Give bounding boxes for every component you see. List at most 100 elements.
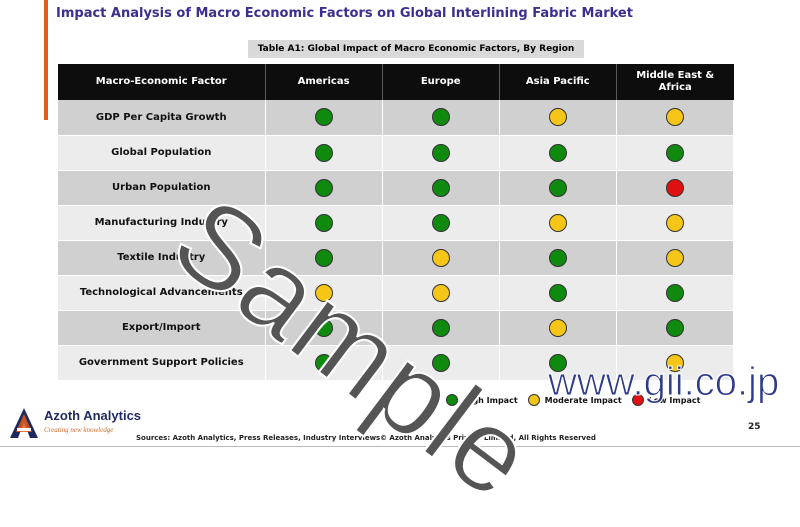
factor-cell: Technological Advancements (58, 275, 266, 311)
high-impact-dot-icon (548, 248, 567, 267)
table-row: Global Population (58, 135, 735, 171)
high-impact-dot-icon (314, 318, 333, 337)
factor-cell: GDP Per Capita Growth (58, 100, 266, 136)
high-impact-dot-icon (314, 213, 333, 232)
factor-cell: Export/Import (58, 310, 266, 346)
impact-cell (616, 205, 735, 241)
table-row: Government Support Policies (58, 345, 735, 381)
high-impact-dot-icon (314, 178, 333, 197)
impact-cell (499, 275, 617, 311)
impact-cell (265, 170, 383, 206)
impact-cell (382, 310, 500, 346)
impact-cell (265, 135, 383, 171)
impact-cell (616, 310, 735, 346)
impact-cell (499, 345, 617, 381)
column-header-mea: Middle East & Africa (616, 64, 734, 100)
moderate-impact-dot-icon (314, 283, 333, 302)
impact-cell (265, 310, 383, 346)
impact-cell (265, 205, 383, 241)
impact-cell (265, 240, 383, 276)
impact-cell (499, 135, 617, 171)
moderate-impact-dot-icon (527, 394, 540, 406)
impact-cell (382, 275, 500, 311)
factor-cell: Government Support Policies (58, 345, 266, 381)
high-impact-dot-icon (431, 318, 450, 337)
high-impact-dot-icon (431, 353, 450, 372)
moderate-impact-dot-icon (548, 318, 567, 337)
high-impact-dot-icon (548, 178, 567, 197)
table-row: Urban Population (58, 170, 735, 206)
table-caption: Table A1: Global Impact of Macro Economi… (248, 40, 584, 58)
footer-copyright: © Azoth Analytics Private Limited, All R… (380, 434, 596, 442)
impact-cell (616, 135, 735, 171)
low-impact-dot-icon (631, 394, 644, 406)
high-impact-dot-icon (665, 283, 684, 302)
impact-cell (616, 345, 735, 381)
table-row: Technological Advancements (58, 275, 735, 311)
impact-cell (616, 240, 735, 276)
impact-cell (265, 345, 383, 381)
logo-tagline: Creating new knowledge (44, 426, 114, 434)
high-impact-dot-icon (548, 143, 567, 162)
table-row: Textile Industry (58, 240, 735, 276)
moderate-impact-dot-icon (431, 248, 450, 267)
legend-item-moderate: Moderate Impact (527, 394, 622, 406)
accent-bar (44, 0, 48, 120)
column-header-factor: Macro-Economic Factor (58, 64, 266, 100)
high-impact-dot-icon (665, 318, 684, 337)
high-impact-dot-icon (446, 394, 458, 406)
factor-cell: Global Population (58, 135, 266, 171)
high-impact-dot-icon (548, 353, 567, 372)
page-number: 25 (748, 422, 761, 432)
impact-cell (499, 310, 617, 346)
high-impact-dot-icon (314, 143, 333, 162)
impact-cell (616, 100, 735, 136)
logo-name: Azoth Analytics (44, 408, 142, 423)
legend: High Impact Moderate Impact Low Impact (446, 393, 700, 407)
company-logo: Azoth Analytics Creating new knowledge (8, 404, 141, 442)
impact-cell (382, 100, 500, 136)
table-header-row: Macro-Economic Factor Americas Europe As… (58, 64, 734, 100)
table-row: GDP Per Capita Growth (58, 100, 735, 136)
column-header-americas: Americas (265, 64, 383, 100)
url-watermark: www.gii.co.jp (547, 360, 780, 405)
impact-cell (499, 100, 617, 136)
factor-cell: Urban Population (58, 170, 266, 206)
column-header-europe: Europe (382, 64, 500, 100)
footer-sources: Sources: Azoth Analytics, Press Releases… (136, 434, 381, 442)
table-row: Export/Import (58, 310, 735, 346)
impact-cell (499, 205, 617, 241)
factor-cell: Textile Industry (58, 240, 266, 276)
legend-item-high: High Impact (446, 394, 518, 406)
high-impact-dot-icon (314, 108, 333, 127)
impact-cell (382, 135, 500, 171)
legend-item-low: Low Impact (631, 394, 701, 406)
impact-cell (382, 205, 500, 241)
impact-cell (265, 275, 383, 311)
azoth-logo-icon (10, 408, 38, 438)
legend-label-high: High Impact (463, 395, 518, 405)
high-impact-dot-icon (431, 143, 450, 162)
impact-cell (616, 275, 735, 311)
moderate-impact-dot-icon (665, 248, 684, 267)
moderate-impact-dot-icon (665, 213, 684, 232)
high-impact-dot-icon (314, 248, 333, 267)
impact-cell (382, 345, 500, 381)
high-impact-dot-icon (431, 213, 450, 232)
bottom-rule (0, 446, 800, 447)
impact-cell (499, 170, 617, 206)
legend-label-moderate: Moderate Impact (544, 395, 622, 405)
high-impact-dot-icon (431, 108, 450, 127)
high-impact-dot-icon (665, 143, 684, 162)
moderate-impact-dot-icon (665, 353, 684, 372)
moderate-impact-dot-icon (548, 213, 567, 232)
table-body: GDP Per Capita Growth Global Population Ur… (58, 100, 735, 381)
table-row: Manufacturing Industry (58, 205, 735, 241)
factor-cell: Manufacturing Industry (58, 205, 266, 241)
legend-label-low: Low Impact (648, 395, 701, 405)
impact-cell (265, 100, 383, 136)
impact-cell (499, 240, 617, 276)
high-impact-dot-icon (431, 178, 450, 197)
moderate-impact-dot-icon (548, 108, 567, 127)
impact-table: Macro-Economic Factor Americas Europe As… (58, 64, 735, 381)
